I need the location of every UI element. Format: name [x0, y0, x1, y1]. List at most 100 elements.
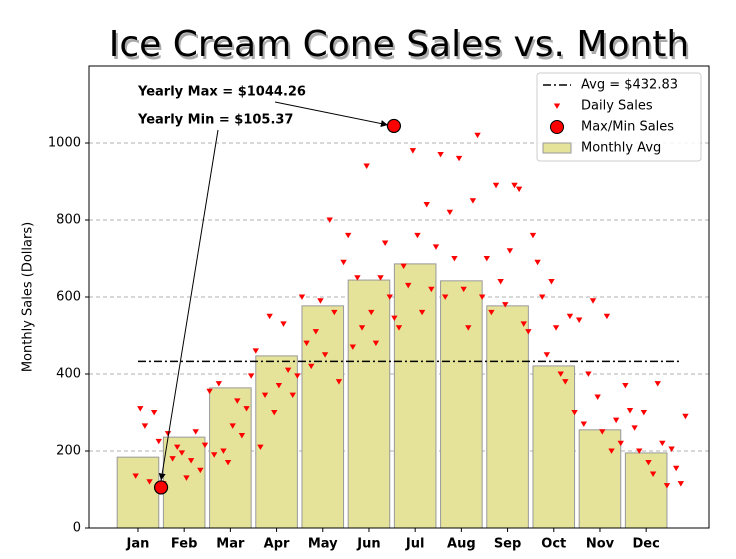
x-tick-label: Oct — [541, 537, 566, 552]
daily-point — [672, 465, 680, 472]
daily-point — [525, 329, 532, 335]
daily-point — [234, 398, 241, 404]
daily-point — [201, 442, 209, 449]
daily-point — [317, 298, 324, 304]
daily-point — [599, 429, 606, 435]
daily-point — [585, 371, 592, 377]
x-tick-label: May — [308, 537, 338, 552]
daily-point — [534, 259, 541, 266]
chart-title: Ice Cream Cone Sales vs. Month — [109, 24, 689, 65]
daily-point — [529, 232, 537, 239]
daily-point — [677, 481, 685, 487]
daily-point — [659, 440, 666, 447]
extreme-point — [386, 118, 402, 134]
daily-point — [340, 259, 347, 266]
extreme-point — [153, 480, 169, 495]
daily-point — [377, 275, 384, 281]
daily-point — [631, 425, 638, 431]
y-axis-label: Monthly Sales (Dollars) — [21, 222, 36, 372]
daily-point — [608, 448, 615, 454]
daily-point — [663, 483, 671, 489]
title-shadow: Ice Cream Cone Sales vs. Month — [111, 27, 691, 68]
daily-point — [603, 313, 611, 320]
annotation: Yearly Max = $1044.26 — [137, 85, 306, 100]
daily-point — [580, 421, 587, 427]
daily-point — [141, 423, 149, 429]
daily-point — [238, 433, 246, 439]
daily-point — [137, 406, 144, 412]
daily-point — [174, 444, 181, 451]
daily-point — [275, 382, 283, 389]
bar — [301, 305, 345, 529]
daily-point — [469, 198, 477, 204]
annotation-arrow — [274, 101, 389, 127]
x-tick-label: Nov — [586, 537, 615, 552]
legend-label: Avg = $432.83 — [581, 78, 678, 93]
x-tick-label: Sep — [494, 537, 522, 552]
daily-point — [211, 452, 218, 458]
daily-point — [645, 459, 652, 466]
daily-point — [155, 438, 162, 445]
bar — [209, 387, 252, 529]
bar — [393, 263, 437, 529]
daily-point — [566, 313, 574, 320]
daily-point — [515, 186, 523, 193]
daily-point — [363, 163, 370, 169]
daily-point — [229, 423, 236, 429]
daily-point — [682, 413, 689, 420]
x-tick-label: Mar — [216, 537, 245, 552]
daily-point — [441, 294, 449, 300]
daily-point — [247, 373, 255, 379]
daily-point — [400, 263, 407, 270]
bar — [116, 456, 160, 529]
bar — [255, 355, 298, 529]
daily-point — [414, 232, 421, 239]
daily-point — [437, 151, 444, 158]
daily-point — [354, 275, 361, 281]
daily-point — [192, 429, 199, 435]
daily-point — [298, 294, 306, 300]
daily-point — [183, 475, 190, 481]
daily-point — [488, 309, 495, 316]
daily-point — [612, 417, 620, 424]
daily-point — [197, 467, 204, 474]
daily-point — [432, 244, 440, 250]
daily-point — [649, 471, 657, 477]
bar — [578, 429, 622, 529]
daily-point — [460, 286, 467, 293]
y-tick-label: 0 — [73, 521, 81, 536]
daily-point — [548, 279, 555, 285]
daily-point — [215, 381, 223, 387]
daily-point — [465, 325, 472, 331]
y-tick-label: 1000 — [48, 136, 81, 151]
daily-point — [368, 309, 375, 316]
y-tick-label: 600 — [56, 290, 81, 305]
daily-point — [594, 394, 601, 400]
x-tick-label: Jan — [126, 537, 150, 552]
daily-point — [617, 440, 624, 447]
daily-point — [132, 473, 139, 479]
x-tick-label: Jun — [356, 537, 380, 552]
daily-point — [502, 302, 509, 308]
legend-key — [542, 142, 572, 154]
daily-point — [206, 388, 213, 395]
bar — [440, 280, 483, 529]
daily-point — [654, 381, 661, 387]
daily-point — [243, 406, 250, 412]
bar — [347, 279, 391, 529]
daily-point — [358, 325, 366, 331]
daily-point — [331, 309, 338, 316]
bar — [486, 305, 529, 529]
daily-point — [335, 379, 343, 385]
daily-point — [303, 340, 310, 347]
x-tick-label: Dec — [633, 537, 660, 552]
daily-point — [289, 392, 296, 399]
x-tick-label: Apr — [264, 537, 290, 552]
x-tick-label: Jul — [405, 537, 425, 552]
daily-point — [506, 248, 514, 254]
daily-point — [308, 363, 315, 370]
daily-point — [271, 409, 278, 416]
daily-point — [326, 217, 333, 223]
daily-point — [451, 255, 458, 262]
daily-point — [321, 352, 329, 358]
